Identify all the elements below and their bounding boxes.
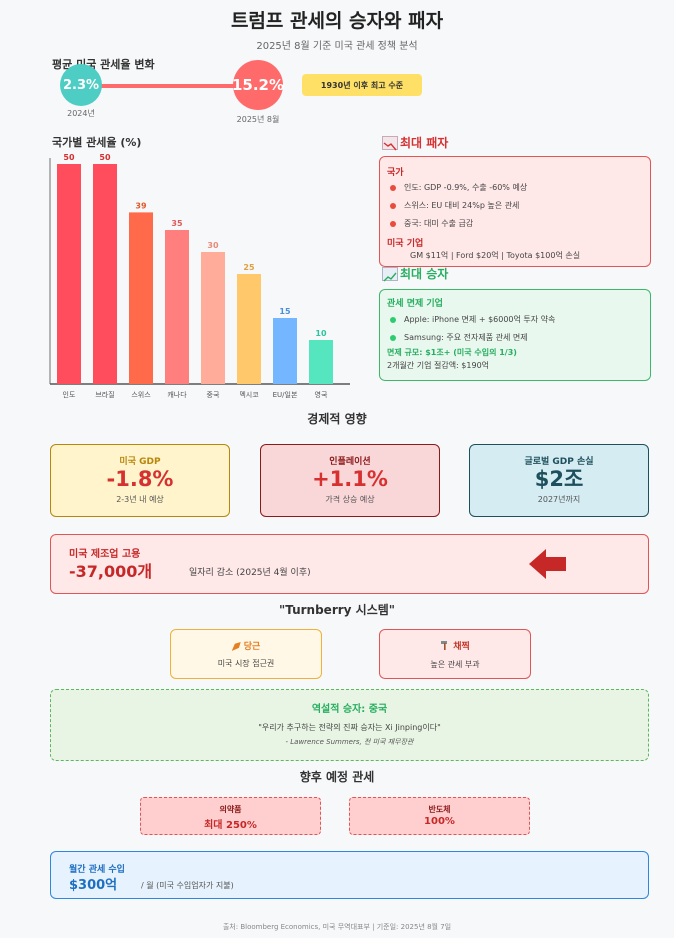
chart-title: 국가별 관세율 (%) [52, 136, 142, 149]
tariff-2024-circle: 2.3% [60, 64, 102, 106]
bar-category-label: 브라질 [95, 390, 114, 399]
record-level-badge: 1930년 이후 최고 수준 [302, 74, 422, 96]
future-item-label: 반도체 [428, 805, 451, 814]
bar-3 [165, 230, 189, 384]
bar-value-label: 10 [315, 329, 327, 338]
bar-value-label: 25 [243, 263, 255, 272]
losers-country-title: 국가 [387, 168, 404, 178]
footer-source: 출처: Bloomberg Economics, 미국 무역대표부 | 기준일:… [222, 923, 452, 931]
bar-category-label: 중국 [207, 391, 220, 399]
revenue-label: 월간 관세 수입 [69, 865, 125, 875]
revenue-box: 월간 관세 수입 $300억 / 월 (미국 수입업자가 지불) [50, 851, 649, 899]
avg-tariff-line [80, 84, 255, 88]
future-item-label: 의약품 [219, 805, 242, 814]
carrot-desc: 미국 시장 접근권 [217, 659, 275, 668]
page-title: 트럼프 관세의 승자와 패자 [230, 10, 444, 32]
page-subtitle: 2025년 8월 기준 미국 관세 정책 분석 [256, 41, 418, 52]
bar-category-label: 스위스 [131, 391, 151, 399]
jobs-note: 일자리 감소 (2025년 4월 이후) [189, 568, 311, 578]
list-item: 인도: GDP -0.9%, 수출 -60% 예상 [390, 182, 527, 193]
losers-company-line: GM $11억 | Ford $20억 | Toyota $100억 손실 [410, 251, 581, 260]
carrot-box: 당근 미국 시장 접근권 [170, 629, 322, 679]
card-label: 글로벌 GDP 손실 [524, 457, 594, 467]
economic-heading: 경제적 영향 [307, 412, 367, 426]
bar-value-label: 30 [207, 241, 219, 250]
card-label: 인플레이션 [329, 457, 371, 467]
jobs-box: 미국 제조업 고용 -37,000개 일자리 감소 (2025년 4월 이후) [50, 534, 649, 594]
carrot-label: 당근 [243, 642, 261, 652]
stick-desc: 높은 관세 부과 [430, 660, 480, 669]
tariff-2025-caption: 2025년 8월 [236, 115, 280, 124]
bar-0 [57, 164, 81, 384]
winners-scale-line: 면제 규모: $1조+ (미국 수입의 1/3) [387, 348, 517, 357]
pharma-tariff-box: 의약품 최대 250% [140, 797, 321, 835]
bar-value-label: 50 [63, 153, 75, 162]
gdp-card: 미국 GDP -1.8% 2-3년 내 예상 [50, 444, 230, 517]
card-note: 2-3년 내 예상 [116, 495, 164, 504]
irony-title: 역설적 승자: 중국 [311, 704, 388, 715]
revenue-note: / 월 (미국 수입업자가 지불) [141, 881, 234, 890]
list-item: 스위스: EU 대비 24%p 높은 관세 [390, 200, 519, 211]
irony-box: 역설적 승자: 중국 "우리가 추구하는 전략의 진짜 승자는 Xi Jinpi… [50, 689, 649, 761]
tariff-2025-circle: 15.2% [232, 60, 284, 110]
winners-box: 관세 면제 기업 Apple: iPhone 면제 + $6000억 투자 약속… [379, 289, 651, 381]
list-item: Samsung: 주요 전자제품 관세 면제 [390, 332, 528, 343]
losers-heading: 최대 패자 [400, 136, 449, 150]
card-note: 가격 상승 예상 [325, 495, 375, 504]
global-gdp-card: 글로벌 GDP 손실 $2조 2027년까지 [469, 444, 649, 517]
stick-box: 채찍 높은 관세 부과 [379, 629, 531, 679]
bar-category-label: 캐나다 [167, 390, 187, 399]
semiconductor-tariff-box: 반도체 100% [349, 797, 530, 835]
chart-up-icon [382, 267, 398, 282]
card-value: $2조 [534, 467, 584, 491]
list-item: Apple: iPhone 면제 + $6000억 투자 약속 [390, 314, 555, 325]
card-label: 미국 GDP [119, 457, 161, 467]
turnberry-heading: "Turnberry 시스템" [278, 603, 396, 617]
bar-category-label: 영국 [315, 390, 328, 399]
chart-down-icon [382, 136, 398, 151]
bar-value-label: 35 [171, 219, 183, 228]
revenue-value: $300억 [69, 878, 118, 893]
bar-value-label: 15 [279, 307, 291, 316]
future-heading: 향후 예정 관세 [299, 770, 375, 784]
bar-6 [273, 318, 297, 384]
hammer-icon [440, 640, 450, 653]
bar-category-label: 인도 [63, 390, 76, 399]
winners-company-title: 관세 면제 기업 [387, 299, 443, 309]
future-item-value: 최대 250% [204, 820, 257, 831]
stick-label: 채찍 [453, 642, 470, 652]
losers-box: 국가 인도: GDP -0.9%, 수출 -60% 예상 스위스: EU 대비 … [379, 156, 651, 267]
country-tariff-chart: 50 인도 50 브라질 39 스위스 35 캐나다 30 중국 25 멕시코 15 EU/일본 10 영국 [48, 148, 350, 402]
bar-2 [129, 212, 153, 384]
irony-author: - Lawrence Summers, 전 미국 재무장관 [285, 738, 414, 746]
card-value: +1.1% [312, 467, 388, 491]
chart-svg: 50 인도 50 브라질 39 스위스 35 캐나다 30 중국 25 멕시코 15 EU/일본 10 영국 [49, 153, 350, 399]
arrow-left-icon [529, 547, 567, 581]
jobs-value: -37,000개 [69, 562, 153, 581]
winners-heading: 최대 승자 [400, 267, 449, 281]
card-value: -1.8% [106, 467, 174, 491]
losers-company-title: 미국 기업 [387, 239, 424, 249]
bar-value-label: 39 [135, 201, 147, 210]
card-note: 2027년까지 [537, 495, 581, 504]
list-item: 중국: 대미 수출 급감 [390, 218, 473, 229]
inflation-card: 인플레이션 +1.1% 가격 상승 예상 [260, 444, 440, 517]
future-item-value: 100% [424, 816, 455, 827]
tariff-2024-caption: 2024년 [67, 109, 95, 118]
bar-value-label: 50 [99, 153, 111, 162]
bar-5 [237, 274, 261, 384]
bar-7 [309, 340, 333, 384]
winners-savings-line: 2개월간 기업 절감액: $190억 [387, 361, 490, 370]
bar-category-label: 멕시코 [239, 390, 259, 399]
bar-1 [93, 164, 117, 384]
irony-quote: "우리가 추구하는 전략의 진짜 승자는 Xi Jinping이다" [258, 723, 441, 732]
jobs-label: 미국 제조업 고용 [69, 549, 141, 560]
bar-category-label: EU/일본 [273, 390, 298, 399]
bar-4 [201, 252, 225, 384]
carrot-icon [231, 642, 241, 651]
